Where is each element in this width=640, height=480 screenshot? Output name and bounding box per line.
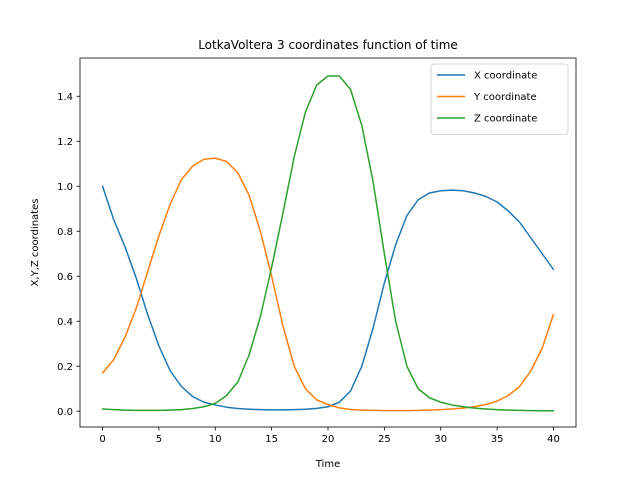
x-tick-label: 35 — [491, 434, 504, 445]
y-tick-label: 1.2 — [57, 137, 73, 148]
legend-label-1: X coordinate — [474, 71, 537, 82]
y-tick-label: 0.0 — [57, 407, 73, 418]
x-tick-label: 5 — [156, 434, 162, 445]
series-layer — [101, 75, 555, 412]
plot-frame — [79, 57, 577, 428]
x-tick-label: 25 — [378, 434, 391, 445]
x-tick-label: 15 — [265, 434, 278, 445]
y-tick-label: 0.2 — [57, 362, 73, 373]
series-line-1 — [101, 185, 555, 411]
y-tick-label: 0.4 — [57, 317, 73, 328]
y-tick-label: 1.4 — [57, 92, 73, 103]
y-tick-label: 1.0 — [57, 182, 73, 193]
x-tick-label: 0 — [99, 434, 105, 445]
x-tick-label: 40 — [547, 434, 560, 445]
series-line-3 — [101, 75, 555, 412]
chart-title: LotkaVoltera 3 coordinates function of t… — [198, 38, 458, 52]
x-tick-label: 10 — [209, 434, 222, 445]
legend-label-2: Y coordinate — [473, 92, 537, 103]
legend: X coordinate Y coordinate Z coordinate — [430, 63, 569, 135]
y-tick-label: 0.8 — [57, 227, 73, 238]
y-axis-label: X,Y,Z coordinates — [30, 199, 41, 287]
y-tick-label: 0.6 — [57, 272, 73, 283]
x-tick-label: 30 — [434, 434, 447, 445]
x-axis-label: Time — [315, 459, 340, 470]
series-line-2 — [101, 157, 555, 412]
axis-layer: 0 5 10 15 20 25 30 35 40 0.0 0.2 0.4 0.6 0.8 1.0 1.2 1.4 — [57, 92, 560, 445]
legend-label-3: Z coordinate — [474, 114, 537, 125]
legend-box — [430, 63, 569, 135]
x-tick-label: 20 — [322, 434, 335, 445]
